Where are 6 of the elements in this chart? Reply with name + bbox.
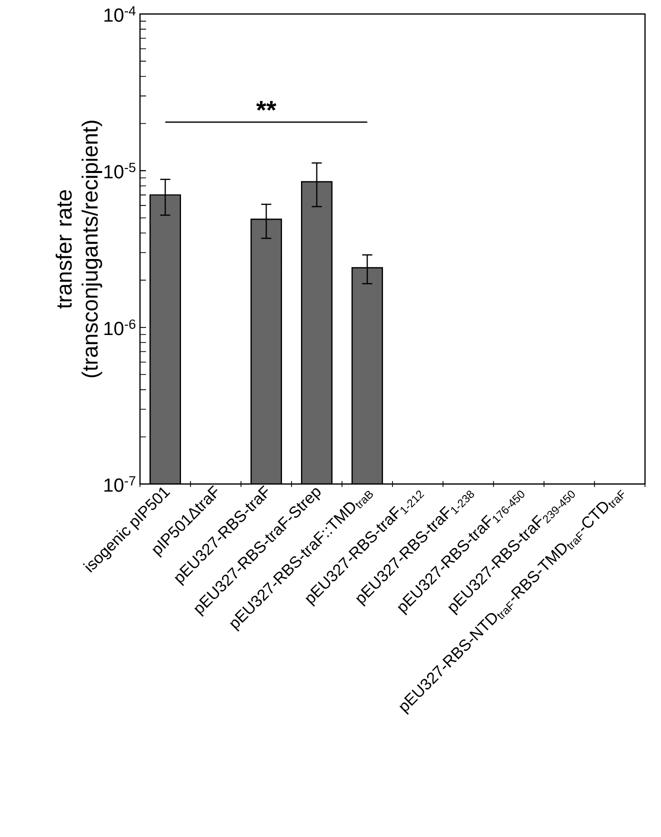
annotation: ** <box>256 100 276 111</box>
y-tick-label: 10$^{-4}$ <box>104 6 136 22</box>
y-tick-label: 10$^{-7}$ <box>104 476 136 492</box>
y-tick-label: 10$^{-5}$ <box>104 162 136 178</box>
y-axis-title: transfer rate (transconjugants/recipient) <box>56 120 102 378</box>
y-tick-label: 10$^{-6}$ <box>104 319 136 336</box>
